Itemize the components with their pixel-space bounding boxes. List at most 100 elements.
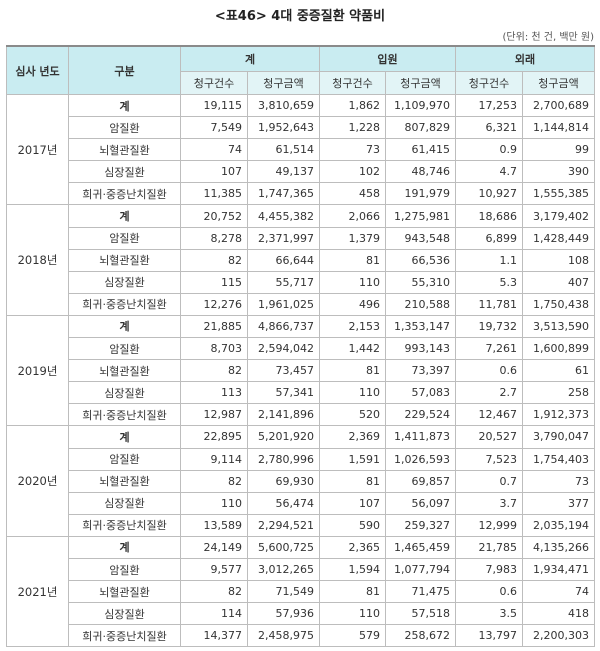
value-cell: 57,083 bbox=[385, 381, 456, 405]
value-cell: 0.7 bbox=[455, 469, 523, 493]
value-cell: 520 bbox=[319, 403, 386, 427]
category-cell: 희귀·중증난치질환 bbox=[68, 182, 181, 206]
year-cell: 2019년 bbox=[6, 314, 69, 427]
table-row: 뇌혈관질환 82 69,930 81 69,857 0.7 73 bbox=[7, 469, 595, 493]
table-row: 희귀·중증난치질환 12,276 1,961,025 496 210,588 11,781… bbox=[7, 292, 595, 316]
table-row: 희귀·중증난치질환 11,385 1,747,365 458 191,979 10,927… bbox=[7, 182, 595, 206]
category-cell: 희귀·중증난치질환 bbox=[68, 403, 181, 427]
header-claim-amount: 청구금액 bbox=[247, 71, 320, 95]
year-cell: 2021년 bbox=[6, 535, 69, 648]
value-cell: 107 bbox=[180, 160, 248, 184]
value-cell: 2,365 bbox=[319, 535, 386, 559]
value-cell: 8,278 bbox=[180, 226, 248, 250]
value-cell: 49,137 bbox=[247, 160, 320, 184]
value-cell: 71,549 bbox=[247, 580, 320, 604]
value-cell: 2,153 bbox=[319, 314, 386, 339]
table-row: 심장질환 110 56,474 107 56,097 3.7 377 bbox=[7, 491, 595, 515]
value-cell: 113 bbox=[180, 381, 248, 405]
value-cell: 1,411,873 bbox=[385, 425, 456, 449]
value-cell: 82 bbox=[180, 469, 248, 493]
value-cell: 74 bbox=[522, 580, 595, 604]
table-row: 희귀·중증난치질환 13,589 2,294,521 590 259,327 12,999… bbox=[7, 513, 595, 537]
value-cell: 3,513,590 bbox=[522, 314, 595, 339]
value-cell: 12,987 bbox=[180, 403, 248, 427]
category-cell: 심장질환 bbox=[68, 491, 181, 515]
value-cell: 55,310 bbox=[385, 270, 456, 294]
value-cell: 73,457 bbox=[247, 359, 320, 383]
value-cell: 6,899 bbox=[455, 226, 523, 250]
value-cell: 229,524 bbox=[385, 403, 456, 427]
value-cell: 5.3 bbox=[455, 270, 523, 294]
table-row: 희귀·중증난치질환 12,987 2,141,896 520 229,524 12,467… bbox=[7, 403, 595, 427]
value-cell: 55,717 bbox=[247, 270, 320, 294]
value-cell: 110 bbox=[180, 491, 248, 515]
value-cell: 4,866,737 bbox=[247, 314, 320, 339]
table-row: 암질환 7,549 1,952,643 1,228 807,829 6,321 1,144,… bbox=[7, 116, 595, 140]
value-cell: 258,672 bbox=[385, 624, 456, 648]
value-cell: 5,201,920 bbox=[247, 425, 320, 449]
table-row: 뇌혈관질환 82 71,549 81 71,475 0.6 74 bbox=[7, 580, 595, 604]
value-cell: 3,810,659 bbox=[247, 93, 320, 118]
table-row: 암질환 9,114 2,780,996 1,591 1,026,593 7,523 1,75… bbox=[7, 447, 595, 471]
value-cell: 11,781 bbox=[455, 292, 523, 316]
value-cell: 3,790,047 bbox=[522, 425, 595, 449]
category-cell: 계 bbox=[68, 93, 181, 118]
header-claim-count: 청구건수 bbox=[455, 71, 523, 95]
value-cell: 61,514 bbox=[247, 138, 320, 162]
value-cell: 1,862 bbox=[319, 93, 386, 118]
value-cell: 590 bbox=[319, 513, 386, 537]
value-cell: 2,200,303 bbox=[522, 624, 595, 648]
value-cell: 1,952,643 bbox=[247, 116, 320, 140]
value-cell: 1,912,373 bbox=[522, 403, 595, 427]
value-cell: 110 bbox=[319, 381, 386, 405]
value-cell: 12,467 bbox=[455, 403, 523, 427]
value-cell: 1,144,814 bbox=[522, 116, 595, 140]
value-cell: 496 bbox=[319, 292, 386, 316]
value-cell: 2,458,975 bbox=[247, 624, 320, 648]
value-cell: 69,857 bbox=[385, 469, 456, 493]
value-cell: 57,341 bbox=[247, 381, 320, 405]
value-cell: 6,321 bbox=[455, 116, 523, 140]
value-cell: 3.5 bbox=[455, 602, 523, 626]
value-cell: 2,369 bbox=[319, 425, 386, 449]
header-group-outpatient: 외래 bbox=[455, 45, 595, 72]
value-cell: 48,746 bbox=[385, 160, 456, 184]
table-row: 뇌혈관질환 74 61,514 73 61,415 0.9 99 bbox=[7, 138, 595, 162]
category-cell: 암질환 bbox=[68, 337, 181, 361]
value-cell: 259,327 bbox=[385, 513, 456, 537]
category-cell: 암질환 bbox=[68, 557, 181, 582]
value-cell: 19,115 bbox=[180, 93, 248, 118]
value-cell: 81 bbox=[319, 359, 386, 383]
category-cell: 암질환 bbox=[68, 116, 181, 140]
value-cell: 2.7 bbox=[455, 381, 523, 405]
value-cell: 1,228 bbox=[319, 116, 386, 140]
value-cell: 2,700,689 bbox=[522, 93, 595, 118]
table-row: 암질환 9,577 3,012,265 1,594 1,077,794 7,983 1,93… bbox=[7, 557, 595, 582]
value-cell: 2,066 bbox=[319, 204, 386, 228]
header-group-inpatient: 입원 bbox=[319, 45, 456, 72]
category-cell: 뇌혈관질환 bbox=[68, 359, 181, 383]
value-cell: 1,750,438 bbox=[522, 292, 595, 316]
value-cell: 407 bbox=[522, 270, 595, 294]
value-cell: 1,077,794 bbox=[385, 557, 456, 582]
value-cell: 4.7 bbox=[455, 160, 523, 184]
value-cell: 74 bbox=[180, 138, 248, 162]
value-cell: 3,012,265 bbox=[247, 557, 320, 582]
value-cell: 73,397 bbox=[385, 359, 456, 383]
value-cell: 1,591 bbox=[319, 447, 386, 471]
value-cell: 2,141,896 bbox=[247, 403, 320, 427]
value-cell: 1.1 bbox=[455, 248, 523, 272]
value-cell: 11,385 bbox=[180, 182, 248, 206]
value-cell: 1,747,365 bbox=[247, 182, 320, 206]
value-cell: 18,686 bbox=[455, 204, 523, 228]
table-row: 2017년 계 19,115 3,810,659 1,862 1,109,970 17,25… bbox=[6, 93, 595, 206]
value-cell: 108 bbox=[522, 248, 595, 272]
value-cell: 99 bbox=[522, 138, 595, 162]
table-row: 뇌혈관질환 82 66,644 81 66,536 1.1 108 bbox=[7, 248, 595, 272]
value-cell: 57,936 bbox=[247, 602, 320, 626]
category-cell: 뇌혈관질환 bbox=[68, 469, 181, 493]
value-cell: 1,275,981 bbox=[385, 204, 456, 228]
value-cell: 1,353,147 bbox=[385, 314, 456, 339]
category-cell: 암질환 bbox=[68, 226, 181, 250]
category-cell: 뇌혈관질환 bbox=[68, 138, 181, 162]
